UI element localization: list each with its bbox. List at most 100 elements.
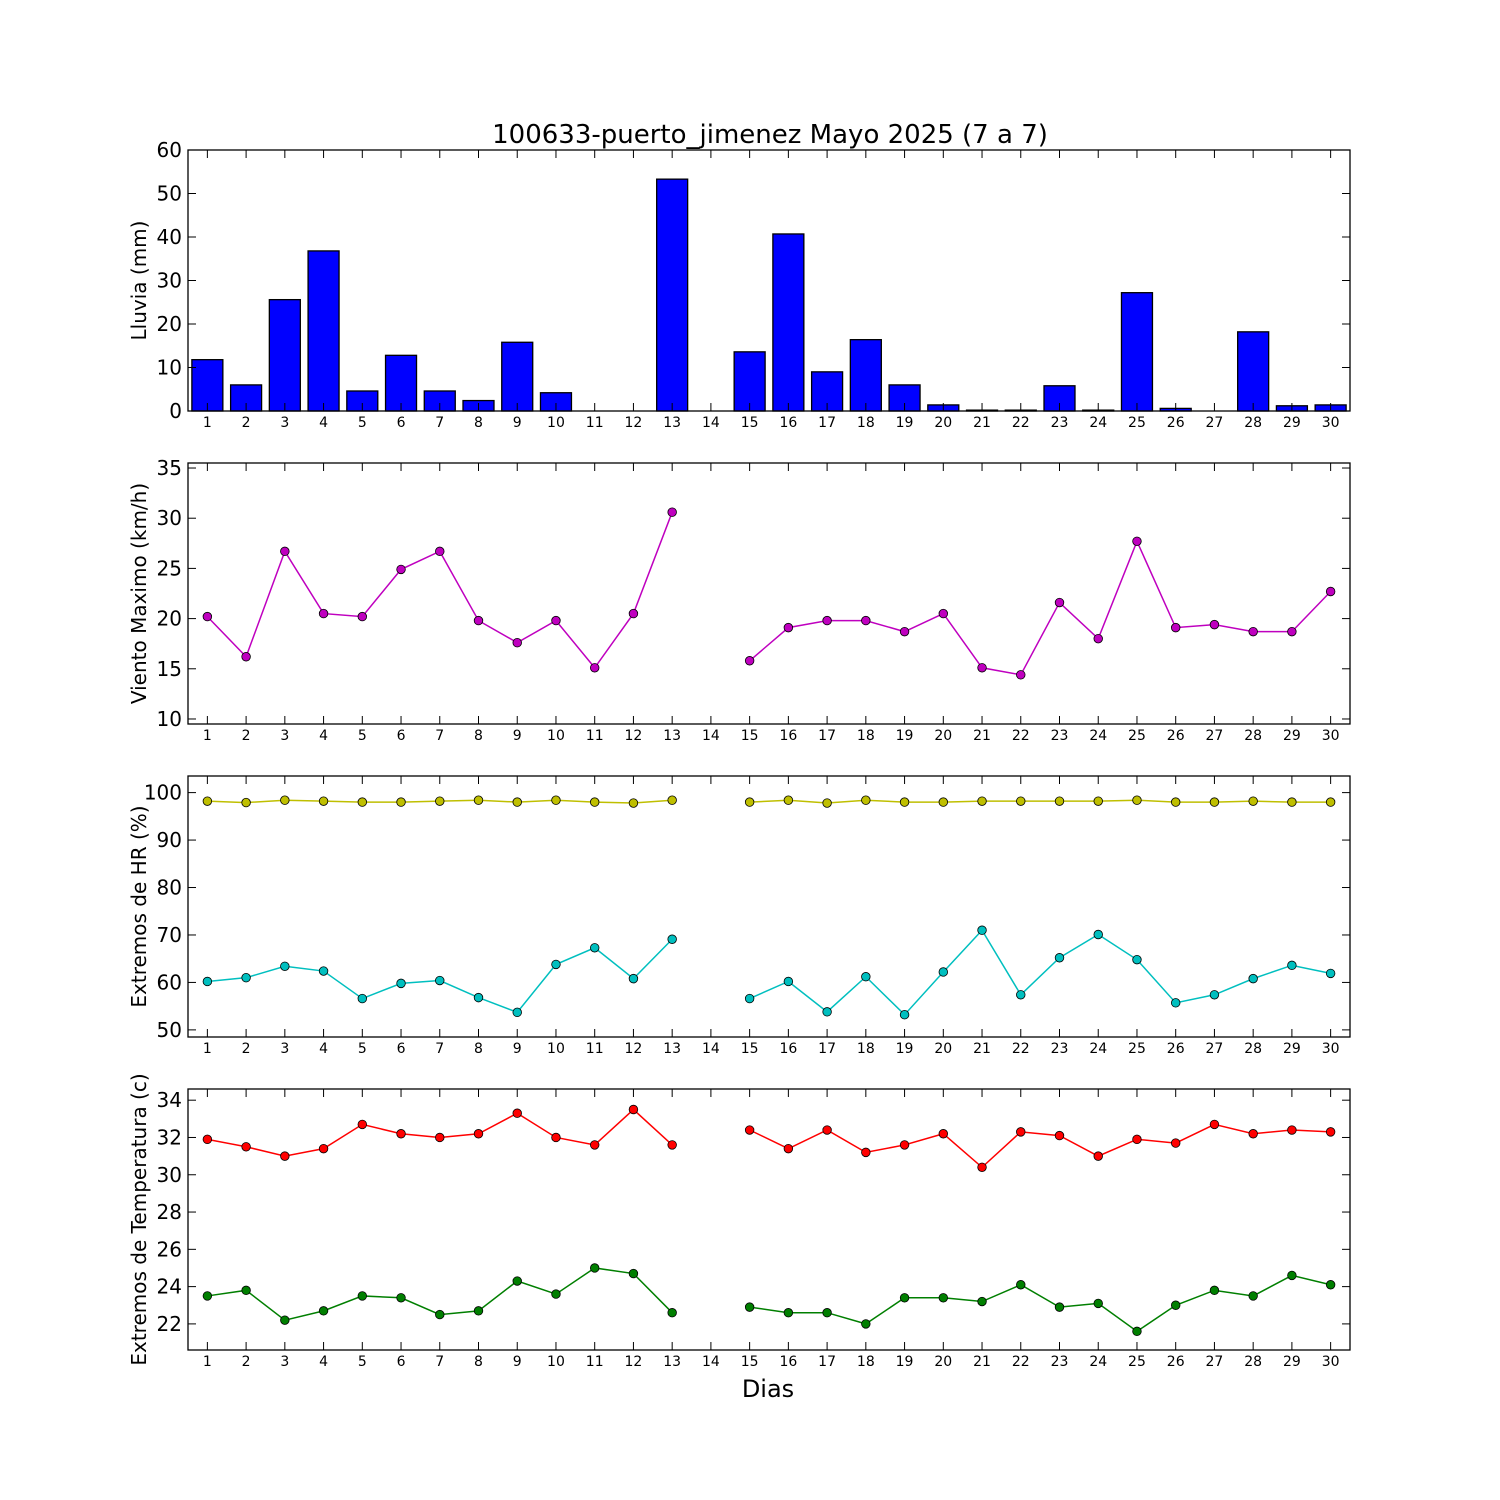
bar-day-13 (656, 178, 689, 412)
x-tick-label: 13 (663, 415, 681, 431)
x-tick-label: 5 (358, 415, 367, 431)
x-tick-label: 5 (358, 1354, 367, 1370)
series-2-point-day-8 (473, 1306, 484, 1316)
series-1-point-day-23 (1054, 1130, 1065, 1141)
series-1-line-segment-2 (749, 1123, 1331, 1169)
x-tick-label: 10 (547, 1354, 565, 1370)
x-tick-label: 3 (280, 1354, 289, 1370)
series-2-point-day-5 (357, 993, 368, 1004)
series-2-point-day-23 (1054, 953, 1065, 963)
x-tick-label: 18 (857, 1041, 875, 1057)
x-tick-label: 1 (203, 728, 212, 744)
y-tick-label: 50 (157, 182, 182, 206)
series-1-point-day-28 (1248, 796, 1258, 806)
series-1-point-day-1 (202, 1134, 213, 1145)
y-tick-label: 100 (144, 781, 182, 805)
series-1-point-day-23 (1054, 597, 1065, 608)
x-tick-label: 16 (779, 1041, 797, 1057)
x-tick-label: 14 (702, 1041, 720, 1057)
y-tick-label: 40 (157, 225, 182, 249)
x-tick-label: 20 (934, 728, 952, 744)
x-tick-label: 16 (779, 415, 797, 431)
x-tick-label: 21 (973, 1041, 991, 1057)
series-2-point-day-22 (1016, 1280, 1026, 1290)
series-1-point-day-19 (899, 626, 910, 637)
x-tick-label: 19 (896, 415, 914, 431)
x-tick-label: 8 (474, 415, 483, 431)
x-tick-label: 7 (435, 415, 444, 431)
series-1-point-day-21 (977, 663, 987, 673)
bar-day-4 (307, 250, 340, 412)
x-tick-label: 12 (625, 1354, 643, 1370)
series-1-point-day-9 (512, 797, 522, 807)
series-1-point-day-27 (1209, 619, 1220, 630)
bar-day-6 (384, 354, 418, 412)
series-1-point-day-21 (977, 1162, 987, 1173)
series-1-point-day-20 (938, 797, 949, 807)
y-tick-label: 60 (157, 970, 182, 994)
series-1-point-day-3 (280, 1151, 290, 1161)
x-tick-label: 7 (435, 728, 444, 744)
x-tick-label: 17 (818, 728, 836, 744)
x-tick-label: 27 (1206, 1354, 1224, 1370)
x-tick-label: 6 (397, 1041, 406, 1057)
series-1-point-day-24 (1093, 633, 1103, 644)
x-tick-label: 9 (513, 728, 522, 744)
series-1-point-day-10 (551, 615, 561, 626)
series-1-point-day-22 (1016, 1127, 1026, 1137)
chart-title: 100633-puerto_jimenez Mayo 2025 (7 a 7) (492, 120, 1048, 150)
series-1-point-day-7 (435, 546, 445, 557)
bar-day-28 (1237, 331, 1270, 412)
y-tick-label: 80 (157, 876, 182, 900)
series-2-point-day-11 (590, 1263, 600, 1273)
x-tick-label: 28 (1244, 728, 1262, 744)
x-tick-label: 23 (1051, 728, 1069, 744)
x-tick-label: 2 (242, 415, 251, 431)
series-2-line-segment-1 (207, 938, 673, 1014)
x-tick-label: 2 (242, 1041, 251, 1057)
axes-frame (187, 149, 1351, 412)
series-1-point-day-11 (590, 797, 600, 807)
series-2-point-day-24 (1093, 1298, 1103, 1309)
series-2-point-day-21 (977, 925, 987, 935)
series-1-point-day-30 (1325, 797, 1336, 807)
series-2-point-day-26 (1170, 1300, 1181, 1310)
x-tick-label: 19 (896, 1354, 914, 1370)
series-2-point-day-15 (744, 993, 755, 1004)
x-tick-label: 28 (1244, 1354, 1262, 1370)
series-1-point-day-26 (1170, 797, 1181, 807)
series-1-point-day-7 (435, 796, 445, 806)
x-tick-label: 7 (435, 1041, 444, 1057)
x-tick-label: 3 (280, 1041, 289, 1057)
y-tick-label: 25 (157, 556, 182, 580)
x-tick-label: 11 (586, 1354, 604, 1370)
series-1-point-day-25 (1132, 795, 1142, 805)
x-tick-label: 4 (319, 728, 328, 744)
series-2-point-day-16 (783, 1308, 794, 1318)
y-tick-label: 20 (157, 312, 182, 336)
x-tick-label: 29 (1283, 728, 1301, 744)
series-2-point-day-28 (1248, 1291, 1258, 1301)
series-2-point-day-10 (551, 959, 561, 970)
series-2-point-day-12 (628, 1268, 639, 1279)
y-tick-label: 70 (157, 923, 182, 947)
x-tick-label: 12 (625, 728, 643, 744)
x-tick-label: 13 (663, 1354, 681, 1370)
series-2-point-day-29 (1287, 960, 1297, 971)
x-tick-label: 24 (1089, 415, 1107, 431)
series-2-point-day-17 (822, 1308, 832, 1318)
series-2-point-day-24 (1093, 929, 1103, 940)
series-1-point-day-5 (357, 611, 368, 622)
series-1-point-day-3 (280, 546, 290, 557)
x-tick-label: 10 (547, 1041, 565, 1057)
x-tick-label: 3 (280, 415, 289, 431)
x-tick-label: 17 (818, 1354, 836, 1370)
series-1-point-day-29 (1287, 626, 1297, 637)
y-tick-label: 32 (157, 1125, 182, 1149)
x-tick-label: 6 (397, 728, 406, 744)
series-2-point-day-1 (202, 976, 213, 987)
series-1-point-day-19 (899, 797, 910, 807)
x-tick-label: 30 (1322, 1041, 1340, 1057)
x-tick-label: 26 (1167, 415, 1185, 431)
x-tick-label: 16 (779, 1354, 797, 1370)
